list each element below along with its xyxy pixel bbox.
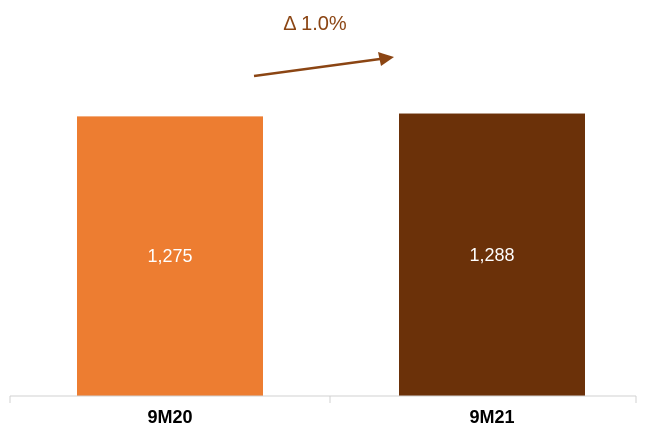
- category-label-9m21: 9M21: [469, 407, 514, 427]
- value-label-9m20: 1,275: [147, 246, 192, 266]
- value-label-9m21: 1,288: [469, 245, 514, 265]
- bar-9m21: [399, 113, 585, 397]
- bars-layer: [77, 113, 585, 397]
- bar-9m20: [77, 116, 263, 397]
- delta-arrow-icon: [378, 52, 394, 66]
- delta-arrow-line: [253, 57, 381, 78]
- labels-layer: 1,275 9M20 1,288 9M21: [147, 245, 514, 427]
- change-annotation: Δ 1.0%: [253, 13, 394, 78]
- category-label-9m20: 9M20: [147, 407, 192, 427]
- delta-label: Δ 1.0%: [283, 13, 347, 35]
